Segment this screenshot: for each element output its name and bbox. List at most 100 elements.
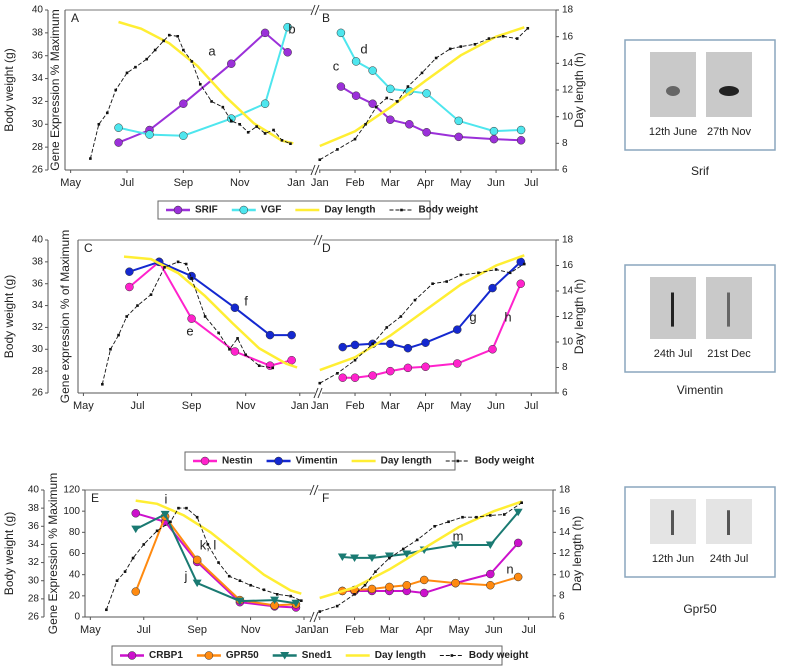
point <box>451 541 461 550</box>
y-axis-title: Body weight (g) <box>2 275 16 358</box>
point <box>363 583 367 587</box>
gene-axis-title: Gene Expression % Maximum <box>46 473 60 634</box>
break-mark <box>317 387 323 399</box>
point <box>502 513 506 516</box>
point <box>386 339 395 349</box>
x-tick-label: Apr <box>417 400 434 412</box>
gene-tick-label: 120 <box>63 485 80 496</box>
series-line <box>89 34 291 159</box>
point <box>402 550 412 559</box>
point <box>123 570 127 573</box>
point <box>388 556 391 560</box>
series-line <box>319 26 525 148</box>
annotation: e <box>186 323 193 338</box>
x-tick-label: Apr <box>417 177 434 189</box>
x-tick-label: May <box>450 177 471 189</box>
point <box>385 326 389 329</box>
point <box>114 138 123 147</box>
point <box>260 99 270 108</box>
point <box>149 293 153 296</box>
point <box>238 579 242 583</box>
point <box>210 100 213 103</box>
y2-tick-label: 14 <box>562 286 574 297</box>
gene-axis-title: Gene Expression % Maximum <box>48 9 62 170</box>
point <box>451 578 460 588</box>
x-tick-label: Nov <box>241 624 261 636</box>
point <box>453 359 462 368</box>
point <box>131 587 140 596</box>
point <box>283 22 292 32</box>
x-tick-label: Jul <box>137 624 151 636</box>
point <box>513 538 523 548</box>
panel-label: D <box>322 241 331 255</box>
legend-label: Nestin <box>222 456 253 467</box>
point <box>419 575 429 585</box>
chart-row: 26 28 30 32 34 36 38 40 Body weight (g) Gene expr… <box>2 230 586 471</box>
y2-tick-label: 6 <box>562 388 568 399</box>
point <box>405 120 414 129</box>
gene-tick-label: 40 <box>69 569 81 580</box>
x-tick-label: Sep <box>187 624 207 636</box>
y-tick-label: 38 <box>28 503 40 514</box>
point <box>318 381 322 385</box>
point <box>169 520 172 524</box>
point <box>337 553 347 561</box>
point <box>221 105 225 109</box>
point <box>420 71 424 75</box>
point <box>401 547 405 551</box>
y-tick-label: 34 <box>32 73 44 84</box>
y2-tick-label: 16 <box>559 506 571 517</box>
annotation: a <box>208 43 216 58</box>
legend-marker <box>274 456 283 466</box>
point <box>367 584 377 594</box>
y-tick-label: 32 <box>28 557 40 568</box>
y2-tick-label: 18 <box>562 5 574 16</box>
y2-tick-label: 12 <box>562 311 574 322</box>
point <box>396 100 399 103</box>
blot-caption: 27th Nov <box>707 126 752 138</box>
y-axis-title: Body weight (g) <box>2 48 16 131</box>
point <box>125 282 134 292</box>
point <box>198 82 202 86</box>
annotation: c <box>333 58 340 73</box>
point <box>136 304 139 307</box>
point <box>318 610 322 613</box>
y-tick-label: 40 <box>32 5 44 16</box>
break-mark <box>309 484 315 496</box>
series-line <box>135 499 302 595</box>
point <box>368 66 377 75</box>
y-tick-label: 38 <box>32 27 44 38</box>
point <box>364 122 367 126</box>
gene-tick-label: 60 <box>69 548 81 559</box>
point <box>227 574 231 578</box>
point <box>270 596 280 605</box>
point <box>353 593 356 596</box>
point <box>367 554 377 562</box>
point <box>190 60 194 63</box>
point <box>163 266 166 269</box>
x-tick-label: Jan <box>311 177 329 189</box>
point <box>384 552 394 561</box>
legend-marker <box>173 205 183 215</box>
point <box>368 371 377 380</box>
series-line <box>118 31 289 144</box>
blot-box <box>624 264 776 373</box>
point <box>287 355 296 365</box>
blot-band <box>671 292 674 327</box>
x-tick-label: May <box>450 400 471 412</box>
break-mark <box>314 164 320 176</box>
point <box>145 57 149 61</box>
point <box>385 582 394 592</box>
point <box>134 65 137 69</box>
x-tick-label: Apr <box>416 624 433 636</box>
y-tick-label: 34 <box>32 300 44 311</box>
x-tick-label: Feb <box>346 400 365 412</box>
point <box>336 82 346 91</box>
x-tick-label: Jul <box>130 400 144 412</box>
y-axis-title: Body weight (g) <box>2 512 16 595</box>
point <box>114 123 123 132</box>
y2-axis-title: Day length (h) <box>570 516 584 591</box>
x-tick-label: Jan <box>311 400 329 412</box>
point <box>351 91 361 100</box>
y-tick-label: 36 <box>28 521 40 532</box>
